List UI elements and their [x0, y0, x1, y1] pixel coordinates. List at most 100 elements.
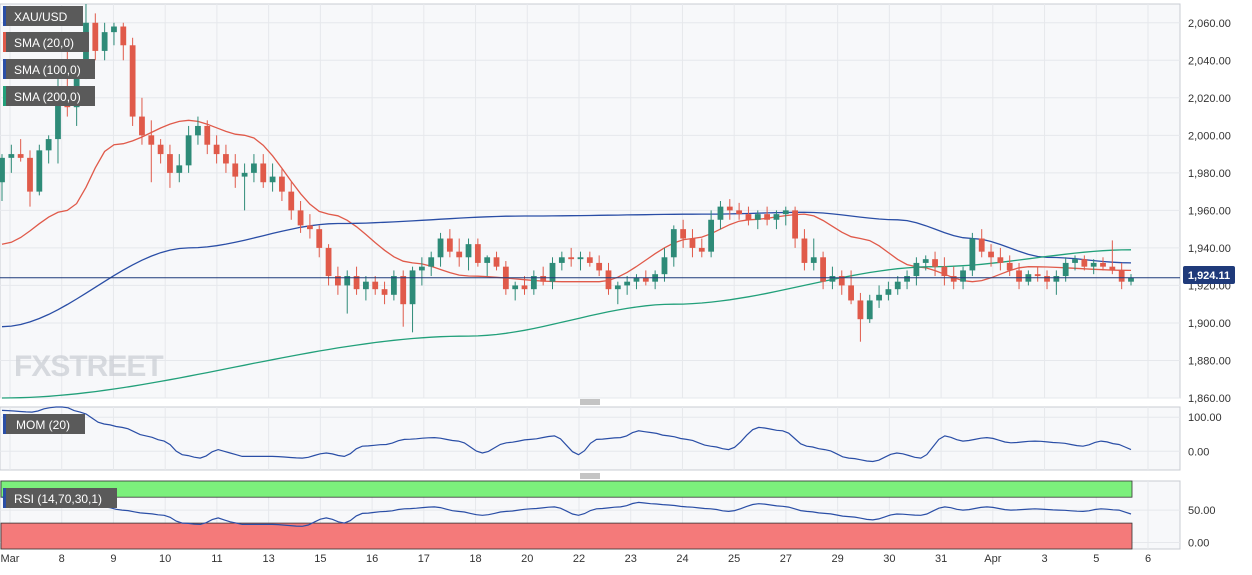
candle-body — [1006, 262, 1013, 271]
candle — [36, 144, 43, 196]
candle-body — [139, 116, 145, 136]
candle — [1072, 255, 1078, 271]
candle-body — [969, 238, 976, 271]
time-tick-label: 13 — [263, 553, 275, 565]
candle — [708, 210, 715, 258]
candle-body — [988, 251, 994, 258]
candle — [680, 219, 687, 248]
candle — [810, 238, 817, 271]
candle-body — [36, 150, 43, 192]
time-tick-label: 23 — [625, 553, 637, 565]
candle — [932, 251, 938, 277]
candle-body — [120, 26, 127, 46]
legend-item-mom[interactable]: MOM (20) — [3, 414, 85, 434]
candle — [139, 97, 145, 145]
candle — [241, 163, 248, 211]
candle — [894, 276, 901, 295]
candle-body — [279, 176, 285, 192]
candle — [45, 135, 52, 164]
candle-body — [232, 163, 239, 177]
candle — [512, 281, 519, 301]
candle — [857, 292, 864, 342]
last-price-tag: 1,924.11 — [1183, 266, 1235, 284]
candle — [484, 255, 491, 277]
candle-body — [493, 257, 500, 267]
candle-body — [241, 172, 248, 177]
candle — [1118, 262, 1125, 290]
candle-body — [1109, 266, 1116, 271]
legend-item-sma200[interactable]: SMA (200,0) — [3, 86, 95, 106]
legend-item-sma20[interactable]: SMA (20,0) — [3, 32, 89, 52]
mom-line — [1, 406, 1132, 463]
candle-body — [782, 210, 789, 215]
candle-body — [642, 277, 649, 282]
candle — [978, 229, 985, 258]
candle-body — [111, 26, 117, 33]
legend-item-symbol[interactable]: XAU/USD — [3, 6, 83, 26]
candle — [670, 225, 677, 267]
panel-resize-handle[interactable] — [580, 399, 600, 405]
panel-resize-handle[interactable] — [580, 473, 600, 479]
candle — [913, 257, 920, 286]
candle — [838, 270, 845, 295]
candle-body — [792, 210, 798, 239]
candle — [922, 255, 929, 271]
candle-body — [316, 229, 323, 248]
candle — [848, 270, 854, 305]
candle-body — [680, 229, 687, 239]
legend-item-rsi[interactable]: RSI (14,70,30,1) — [3, 488, 117, 508]
candle — [1128, 274, 1134, 286]
candle-body — [92, 22, 99, 51]
candle-body — [596, 262, 603, 271]
price-tick-label: 2,020.00 — [1188, 93, 1231, 105]
candle-body — [913, 262, 920, 277]
rsi-panel — [0, 480, 1133, 550]
candle-body — [801, 238, 808, 263]
price-tick-label: 2,040.00 — [1188, 55, 1231, 67]
candle — [148, 120, 155, 183]
candle-body — [363, 281, 369, 290]
legend-sma20-label: SMA (20,0) — [14, 36, 74, 50]
candle — [549, 257, 556, 290]
candle — [223, 144, 229, 173]
price-tick-label: 1,980.00 — [1188, 168, 1231, 180]
time-tick-label: 22 — [573, 553, 585, 565]
candle-body — [213, 144, 220, 155]
momentum-panel — [1, 406, 1132, 463]
candle-body — [764, 214, 770, 220]
candle-body — [689, 238, 696, 248]
candle-body — [204, 125, 211, 145]
candle — [363, 276, 369, 301]
candle-body — [922, 259, 929, 263]
candle-body — [670, 229, 677, 258]
candle-body — [251, 163, 257, 173]
candle — [1081, 255, 1088, 271]
candle — [8, 144, 15, 173]
candle-body — [866, 300, 873, 320]
mom-tick-label: 0.00 — [1188, 446, 1209, 458]
candle-body — [960, 270, 966, 282]
candle-body — [418, 266, 425, 271]
price-tick-label: 2,060.00 — [1188, 18, 1231, 30]
candle — [820, 251, 826, 290]
time-tick-label: 25 — [728, 553, 740, 565]
rsi-tick-label: 0.00 — [1188, 538, 1209, 550]
candle — [232, 154, 239, 188]
candle — [661, 247, 668, 282]
candle-body — [717, 206, 724, 220]
price-tick-label: 1,880.00 — [1188, 355, 1231, 367]
legend-item-sma100[interactable]: SMA (100,0) — [3, 59, 95, 79]
candle-body — [885, 289, 892, 295]
candle — [325, 244, 332, 286]
candle — [204, 120, 211, 155]
panel-splitters[interactable] — [580, 399, 600, 479]
candle — [157, 139, 164, 164]
candle-body — [428, 257, 435, 267]
candle-body — [950, 276, 957, 282]
candle — [474, 238, 481, 267]
candle — [801, 229, 808, 271]
candle-body — [55, 88, 61, 140]
candle-body — [27, 157, 33, 192]
candle — [558, 251, 565, 271]
